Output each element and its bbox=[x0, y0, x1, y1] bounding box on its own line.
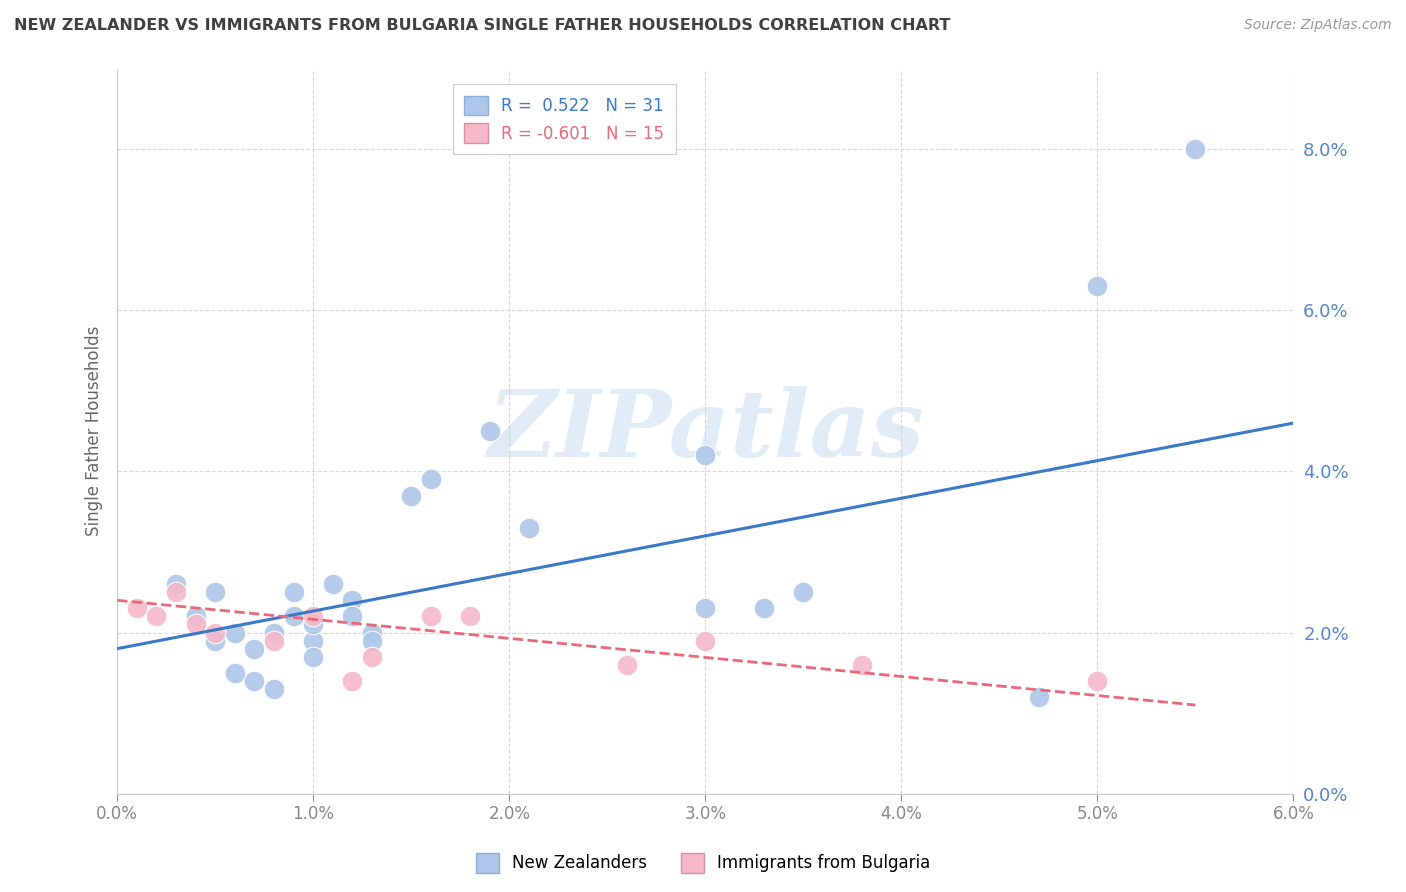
Point bbox=[361, 633, 384, 648]
Text: ZIPatlas: ZIPatlas bbox=[486, 386, 924, 476]
Point bbox=[419, 472, 441, 486]
Point bbox=[184, 609, 207, 624]
Point bbox=[224, 665, 246, 680]
Point bbox=[695, 448, 717, 462]
Legend: R =  0.522   N = 31, R = -0.601   N = 15: R = 0.522 N = 31, R = -0.601 N = 15 bbox=[453, 84, 676, 154]
Point bbox=[1087, 673, 1109, 688]
Point bbox=[517, 521, 540, 535]
Y-axis label: Single Father Households: Single Father Households bbox=[86, 326, 103, 536]
Point bbox=[1184, 142, 1206, 156]
Point bbox=[263, 681, 285, 696]
Point bbox=[302, 609, 325, 624]
Point bbox=[263, 633, 285, 648]
Point bbox=[361, 649, 384, 664]
Point bbox=[283, 585, 305, 599]
Point bbox=[322, 577, 344, 591]
Point bbox=[695, 633, 717, 648]
Point bbox=[1087, 279, 1109, 293]
Point bbox=[695, 601, 717, 615]
Point bbox=[302, 649, 325, 664]
Point bbox=[165, 585, 187, 599]
Point bbox=[263, 625, 285, 640]
Point bbox=[184, 617, 207, 632]
Text: Source: ZipAtlas.com: Source: ZipAtlas.com bbox=[1244, 18, 1392, 32]
Point bbox=[302, 617, 325, 632]
Point bbox=[478, 424, 501, 438]
Point bbox=[204, 633, 226, 648]
Point bbox=[283, 609, 305, 624]
Point bbox=[361, 625, 384, 640]
Point bbox=[204, 625, 226, 640]
Point bbox=[145, 609, 167, 624]
Point bbox=[302, 633, 325, 648]
Point bbox=[792, 585, 814, 599]
Point bbox=[342, 593, 364, 607]
Text: NEW ZEALANDER VS IMMIGRANTS FROM BULGARIA SINGLE FATHER HOUSEHOLDS CORRELATION C: NEW ZEALANDER VS IMMIGRANTS FROM BULGARI… bbox=[14, 18, 950, 33]
Point bbox=[1028, 690, 1050, 704]
Point bbox=[419, 609, 441, 624]
Point bbox=[342, 673, 364, 688]
Point bbox=[752, 601, 775, 615]
Point bbox=[243, 673, 266, 688]
Point bbox=[204, 585, 226, 599]
Point bbox=[851, 657, 873, 672]
Point bbox=[342, 609, 364, 624]
Point bbox=[243, 641, 266, 656]
Point bbox=[616, 657, 638, 672]
Point bbox=[458, 609, 481, 624]
Point bbox=[224, 625, 246, 640]
Point bbox=[125, 601, 148, 615]
Point bbox=[401, 489, 423, 503]
Point bbox=[165, 577, 187, 591]
Legend: New Zealanders, Immigrants from Bulgaria: New Zealanders, Immigrants from Bulgaria bbox=[468, 847, 938, 880]
